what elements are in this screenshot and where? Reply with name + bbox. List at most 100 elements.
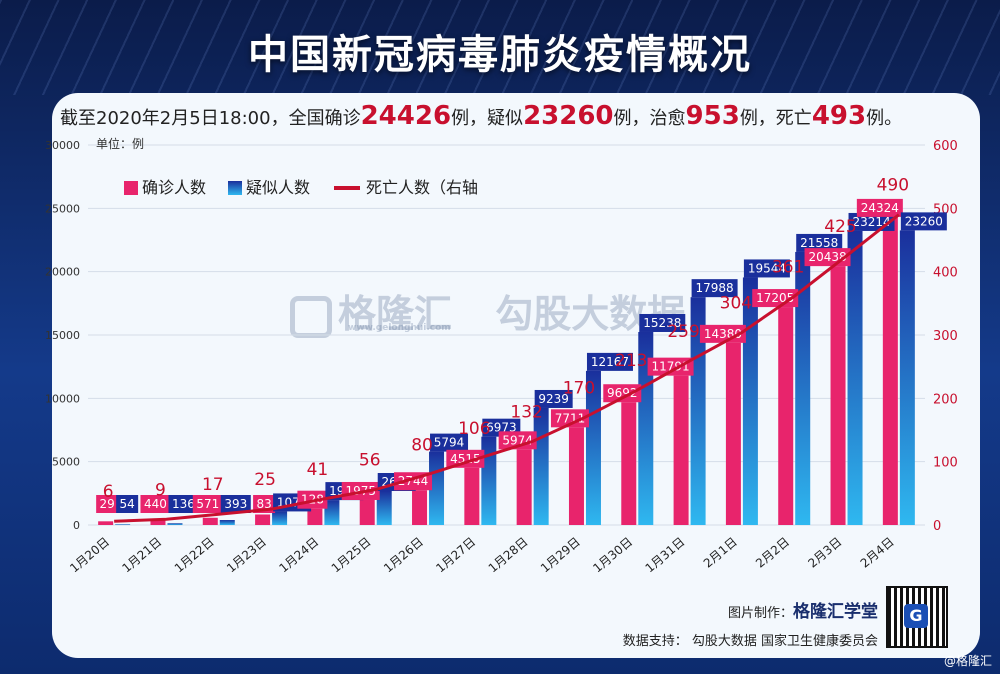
x-tick-label: 1月23日 [224, 535, 269, 576]
summary-confirmed: 24426 [360, 101, 452, 131]
data-label-bg-suspected [639, 313, 686, 332]
bar-confirmed [673, 375, 689, 525]
data-label-bg-confirmed [96, 495, 119, 513]
x-tick-label: 1月20日 [67, 535, 112, 576]
bar-confirmed [359, 499, 375, 525]
summary-suspected: 23260 [523, 101, 614, 131]
bar-confirmed [778, 307, 794, 525]
summary-prefix: 截至2020年2月5日18:00，全国确诊 [60, 108, 361, 129]
bar-suspected [115, 524, 131, 525]
data-label-bg-confirmed [550, 409, 589, 428]
bar-confirmed [516, 449, 532, 525]
bar-suspected [167, 523, 183, 525]
data-label-confirmed: 20438 [808, 250, 846, 264]
legend-swatch-suspected [228, 181, 242, 195]
y-tick-left: 20000 [45, 266, 80, 279]
data-label-suspected: 17988 [696, 281, 734, 295]
x-tick-label: 1月29日 [538, 535, 583, 576]
data-label-deaths: 490 [877, 176, 909, 196]
data-label-bg-suspected [116, 495, 139, 513]
x-tick-label: 1月28日 [486, 535, 531, 576]
watermark-brand: 格隆汇 [338, 292, 453, 336]
x-tick-label: 1月25日 [329, 535, 374, 576]
x-tick-label: 1月22日 [172, 535, 217, 576]
data-label-confirmed: 29 [100, 497, 115, 511]
bar-suspected [272, 511, 288, 525]
bar-suspected [795, 251, 811, 525]
bar-suspected [324, 500, 340, 525]
data-label-suspected: 136 [172, 497, 195, 511]
summary-line: 截至2020年2月5日18:00，全国确诊24426例，疑似23260例，治愈9… [60, 101, 960, 131]
summary-mid3: 例，死亡 [739, 108, 812, 129]
data-label-suspected: 393 [224, 497, 247, 511]
y-tick-right: 100 [933, 456, 958, 471]
y-tick-right: 0 [933, 519, 941, 534]
x-tick-label: 2月3日 [805, 535, 844, 571]
credits-brand: 格隆汇学堂 [793, 602, 878, 622]
x-tick-label: 1月26日 [381, 535, 426, 576]
summary-deaths: 493 [811, 101, 867, 131]
data-label-confirmed: 24324 [861, 201, 899, 215]
data-label-bg-confirmed [856, 198, 903, 217]
bar-suspected [219, 520, 235, 525]
y-tick-left: 5000 [52, 456, 80, 469]
data-label-deaths: 259 [667, 322, 699, 342]
data-label-bg-suspected [743, 259, 790, 278]
data-label-suspected: 21558 [800, 236, 838, 250]
data-label-suspected: 15238 [643, 316, 681, 330]
data-label-suspected: 5794 [434, 436, 465, 450]
bar-confirmed [882, 216, 898, 525]
bar-confirmed [621, 402, 637, 525]
y-tick-left: 0 [73, 519, 80, 532]
chart-card [52, 93, 980, 658]
data-label-deaths: 213 [615, 351, 647, 371]
data-label-bg-suspected [796, 233, 843, 252]
data-label-confirmed: 440 [144, 497, 167, 511]
data-label-bg-suspected [586, 352, 633, 371]
data-label-confirmed: 4515 [450, 452, 481, 466]
data-label-confirmed: 83 [256, 497, 271, 511]
y-tick-right: 200 [933, 392, 958, 407]
data-label-confirmed: 17205 [756, 291, 794, 305]
data-label-confirmed: 11791 [652, 360, 690, 374]
legend-deaths: 死亡人数（右轴 [366, 178, 478, 197]
data-label-deaths: 361 [772, 257, 804, 277]
bar-confirmed [307, 508, 323, 525]
x-tick-label: 1月27日 [433, 535, 478, 576]
y-tick-right: 300 [933, 329, 958, 344]
data-label-bg-confirmed [647, 357, 694, 376]
legend-suspected: 疑似人数 [246, 178, 310, 197]
data-label-suspected: 23260 [905, 214, 943, 228]
data-label-bg-suspected [534, 389, 573, 408]
bar-confirmed [725, 342, 741, 525]
data-label-deaths: 80 [411, 435, 433, 455]
credits-support: 数据支持： 勾股大数据 国家卫生健康委员会 [622, 634, 878, 649]
data-label-deaths: 56 [359, 451, 381, 471]
data-label-suspected: 6973 [486, 421, 517, 435]
bar-suspected [376, 491, 392, 525]
data-label-deaths: 9 [155, 480, 166, 500]
y-tick-right: 400 [933, 266, 958, 281]
data-label-confirmed: 571 [196, 497, 219, 511]
data-label-bg-confirmed [603, 384, 642, 403]
summary-mid2: 例，治愈 [613, 108, 686, 129]
x-tick-label: 1月21日 [119, 535, 164, 576]
data-label-bg-confirmed [446, 449, 485, 468]
data-label-bg-suspected [220, 495, 251, 513]
data-label-suspected: 54 [120, 497, 135, 511]
y-tick-right: 600 [933, 139, 958, 154]
bar-suspected [847, 230, 863, 525]
bar-confirmed [568, 427, 584, 525]
data-label-bg-confirmed [192, 495, 223, 513]
summary-suffix: 例。 [866, 108, 903, 129]
data-label-bg-confirmed [498, 431, 537, 450]
data-label-deaths: 132 [510, 402, 542, 422]
unit-label: 单位：例 [96, 136, 144, 151]
bar-confirmed [98, 521, 114, 525]
data-label-deaths: 41 [307, 460, 329, 480]
data-label-bg-suspected [691, 279, 738, 298]
legend-swatch-confirmed [124, 181, 138, 195]
summary-cured: 953 [685, 101, 740, 131]
corner-watermark: @格隆汇 [943, 654, 992, 668]
